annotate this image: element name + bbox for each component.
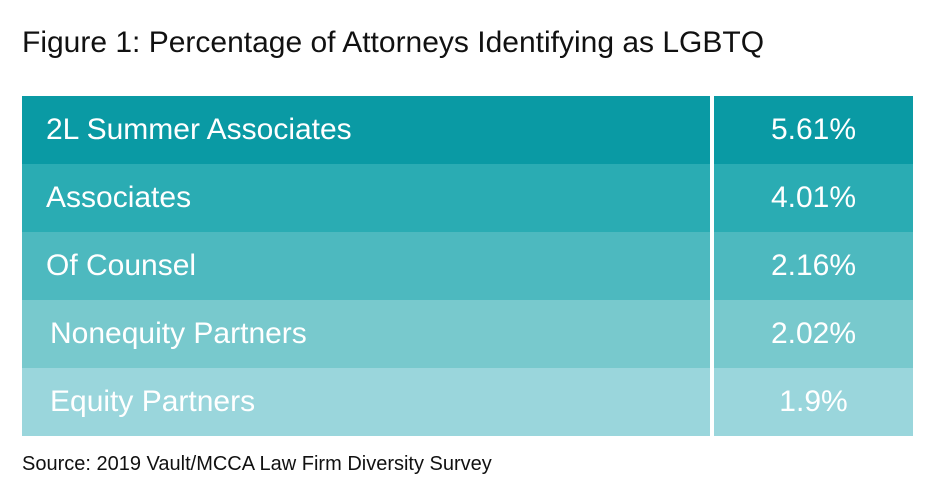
- row-value: 4.01%: [770, 181, 857, 214]
- table: 2L Summer Associates 5.61% Associates 4.01%…: [22, 96, 913, 436]
- row-label: 2L Summer Associates: [46, 113, 352, 146]
- title: Figure 1: Percentage of Attorneys Identi…: [22, 26, 765, 59]
- table-row: Nonequity Partners 2.02%: [22, 300, 913, 368]
- row-value: 2.16%: [770, 249, 857, 282]
- table-row: Associates 4.01%: [22, 164, 913, 232]
- row-label: Associates: [46, 181, 192, 214]
- table-row: Equity Partners 1.9%: [22, 368, 913, 436]
- column-divider: [710, 96, 714, 436]
- row-label: Nonequity Partners: [50, 317, 307, 350]
- row-label: Of Counsel: [46, 249, 197, 282]
- row-value: 1.9%: [779, 385, 848, 418]
- row-label: Equity Partners: [50, 385, 256, 418]
- row-value: 5.61%: [770, 113, 857, 146]
- row-value: 2.02%: [770, 317, 857, 350]
- source-note: Source: 2019 Vault/MCCA Law Firm Diversi…: [22, 453, 492, 475]
- table-row: 2L Summer Associates 5.61%: [22, 96, 913, 164]
- table-row: Of Counsel 2.16%: [22, 232, 913, 300]
